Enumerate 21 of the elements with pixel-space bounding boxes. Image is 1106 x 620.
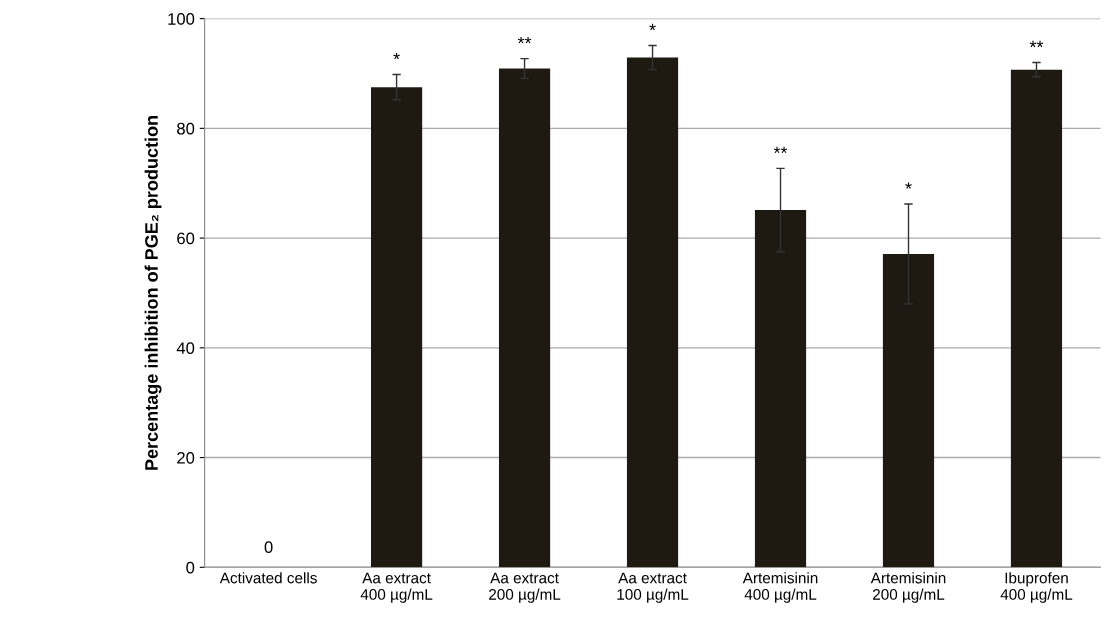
annotation: ** xyxy=(1029,40,1044,48)
x-tick-label: Aa extract 400 µg/mL xyxy=(360,572,433,603)
x-tick-label: Aa extract 100 µg/mL xyxy=(617,572,689,603)
y-tick-label: 0 xyxy=(186,561,195,574)
y-tick-label: 60 xyxy=(177,232,195,245)
y-tick-label: 80 xyxy=(177,122,195,135)
x-tick-label: Artemisinin 400 µg/mL xyxy=(742,572,818,603)
x-tick-label: Activated cells xyxy=(219,572,317,584)
annotation: ** xyxy=(773,146,788,154)
y-tick-label: 40 xyxy=(176,342,195,355)
y-tick-label: 100 xyxy=(168,13,195,25)
data-label: 0 xyxy=(264,541,273,554)
x-tick-label: Artemisinin 200 µg/mL xyxy=(870,572,946,603)
y-tick-label: 20 xyxy=(177,451,195,464)
annotation: * xyxy=(649,23,656,31)
annotation: ** xyxy=(517,37,532,44)
annotation: * xyxy=(905,182,912,189)
x-tick-label: Aa extract 200 µg/mL xyxy=(489,572,561,603)
x-tick-label: Ibuprofen 400 µg/mL xyxy=(1000,572,1073,603)
y-axis-title: Percentage inhibition of PGE₂ production xyxy=(144,116,162,470)
annotation: * xyxy=(393,52,400,60)
